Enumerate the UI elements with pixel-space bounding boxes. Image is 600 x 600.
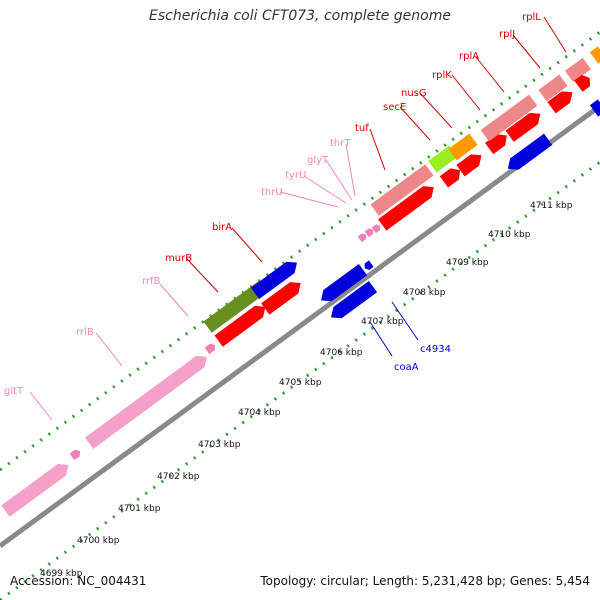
kbp-tick-labels: 4699 kbp 4700 kbp 4701 kbp 4702 kbp 4703 kbp… [40, 201, 573, 579]
leader-line-thrT [345, 143, 356, 197]
gene-features [1, 46, 600, 517]
gene-label-thrU[interactable]: thrU [261, 187, 283, 198]
gene-nusG-box[interactable] [448, 133, 478, 161]
kbp-tick-label: 4703 kbp [198, 440, 241, 450]
gene-rrfB2-box[interactable] [204, 342, 218, 355]
gene-gltT-box[interactable] [1, 459, 72, 517]
gene-label-c4934[interactable]: c4934 [420, 344, 451, 355]
gene-rplA-box[interactable] [505, 108, 545, 142]
gene-red3-box[interactable] [439, 164, 464, 188]
gene-label-tyrU[interactable]: tyrU [285, 170, 306, 181]
gene-birA-box[interactable] [250, 257, 301, 300]
kbp-tick-label: 4701 kbp [118, 504, 161, 514]
leader-line-nusG [419, 92, 453, 129]
gene-rrfB-box[interactable] [69, 448, 83, 461]
leader-line-c4934 [391, 301, 419, 341]
kbp-tick-label: 4711 kbp [530, 201, 573, 211]
gene-label-birA[interactable]: birA [212, 222, 232, 233]
kbp-tick-label: 4709 kbp [446, 258, 489, 268]
accession-label: Accession: NC_004431 [10, 574, 147, 588]
leader-line-rplA [475, 56, 505, 93]
gene-label-glyT[interactable]: glyT [307, 155, 329, 166]
gene-label-rplJ[interactable]: rplJ [499, 29, 515, 40]
gene-rplA-salmon-box[interactable] [480, 94, 538, 142]
kbp-tick-label: 4710 kbp [488, 230, 531, 240]
kbp-tick-label: 4699 kbp [40, 569, 83, 579]
leader-line-secE [399, 106, 431, 141]
leader-line-rrfB [159, 283, 189, 317]
gene-red2-box[interactable] [261, 277, 305, 315]
leader-line-birA [231, 227, 263, 263]
chromosome-backbone [0, 103, 600, 549]
gene-label-rplA[interactable]: rplA [459, 51, 479, 62]
gene-edge-orange-box[interactable] [589, 46, 600, 64]
gene-label-secE[interactable]: secE [383, 102, 406, 113]
kbp-tick-label: 4708 kbp [403, 288, 446, 298]
gene-rplJ-box[interactable] [538, 74, 568, 102]
leader-line-tyrU [303, 175, 347, 204]
leader-line-rplL [543, 16, 567, 53]
gene-label-tuf[interactable]: tuf [355, 123, 369, 134]
gene-c4934-box[interactable] [327, 280, 378, 323]
leader-line-coaA [369, 321, 393, 357]
leader-line-rplK [451, 74, 481, 111]
map-title: Escherichia coli CFT073, complete genome [149, 8, 451, 24]
kbp-tick-label: 4700 kbp [77, 536, 120, 546]
label-leader-lines [29, 16, 567, 421]
kbp-tick-label: 4706 kbp [320, 348, 363, 358]
gene-glyT-box[interactable] [371, 223, 383, 234]
gene-label-murB[interactable]: murB [165, 253, 192, 264]
kbp-tick-label: 4705 kbp [279, 378, 322, 388]
gene-rrlB-box[interactable] [84, 351, 211, 449]
topology-summary: Topology: circular; Length: 5,231,428 bp… [260, 574, 590, 588]
gene-label-rplK[interactable]: rplK [432, 70, 452, 81]
gene-thrU-box[interactable] [357, 232, 369, 243]
upper-ruler-dotted-line [0, 30, 600, 472]
leader-line-murB [185, 257, 219, 293]
leader-line-gltT [29, 391, 53, 421]
gene-red4-box[interactable] [456, 150, 485, 177]
gene-label-rrfB[interactable]: rrfB [142, 276, 161, 287]
leader-line-glyT [325, 159, 353, 201]
gene-label-nusG[interactable]: nusG [401, 88, 427, 99]
gene-label-rplL[interactable]: rplL [522, 12, 541, 23]
kbp-tick-label: 4702 kbp [157, 472, 200, 482]
kbp-tick-label: 4707 kbp [361, 317, 404, 327]
gene-label-rrlB[interactable]: rrlB [76, 327, 94, 338]
gene-label-gltT[interactable]: gltT [4, 386, 24, 397]
gene-rplL-box[interactable] [564, 57, 592, 83]
kbp-tick-label: 4704 kbp [238, 408, 281, 418]
gene-label-thrT[interactable]: thrT [330, 138, 351, 149]
gene-blue3-box[interactable] [504, 133, 553, 175]
gene-small-blue-box[interactable] [362, 260, 374, 271]
leader-line-rrlB [95, 332, 123, 367]
gene-edge-blue-box[interactable] [589, 99, 600, 117]
gene-tuf-red-box[interactable] [378, 181, 438, 231]
leader-line-thrU [279, 191, 339, 208]
gene-secE-box[interactable] [428, 145, 458, 173]
gene-tyrU-box[interactable] [364, 227, 376, 238]
leader-line-rplJ [512, 34, 541, 69]
lower-ruler-dotted-line [0, 160, 600, 600]
gene-red1-box[interactable] [214, 301, 269, 347]
gene-rplJ-red-box[interactable] [547, 87, 576, 114]
leader-line-tuf [369, 128, 386, 171]
gene-rplL-red-box[interactable] [574, 72, 594, 92]
gene-murB-box[interactable] [203, 281, 267, 333]
gene-label-coaA[interactable]: coaA [394, 362, 419, 373]
gene-tuf-salmon-box[interactable] [370, 164, 434, 216]
gene-coaA-box[interactable] [317, 263, 368, 306]
